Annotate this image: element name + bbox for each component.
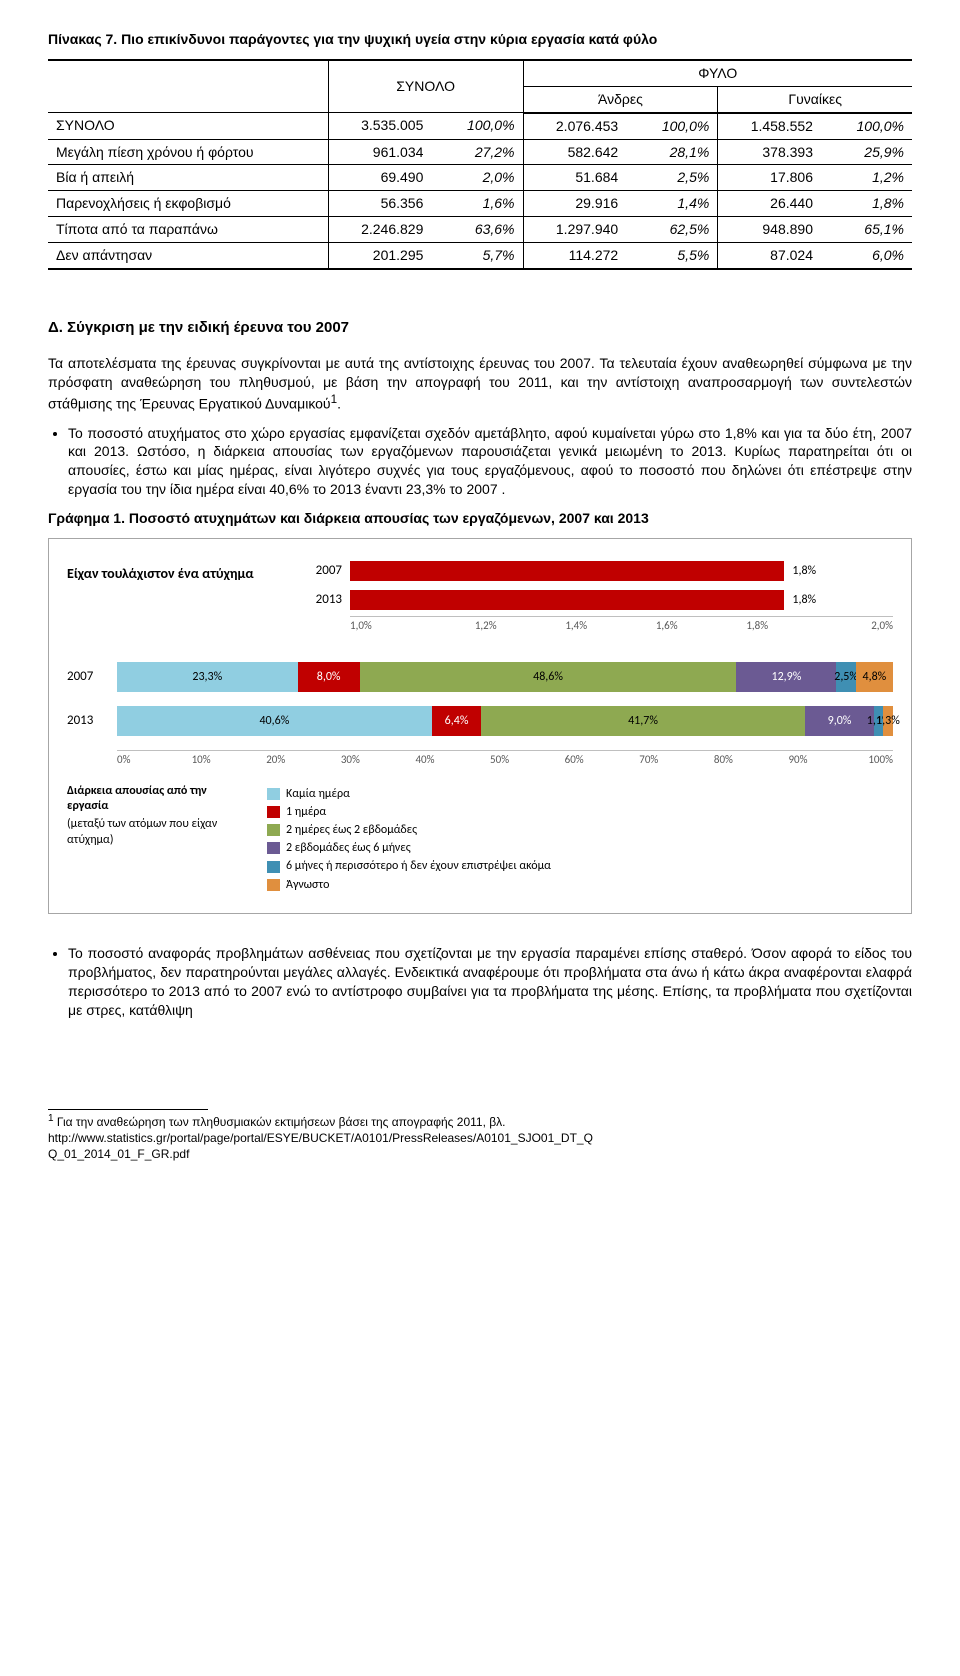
chart1-legend-left: Διάρκεια απουσίας από την εργασία (μεταξ… [67,784,247,895]
chart1-mini-plot: 20071,8%20131,8%1,0%1,2%1,4%1,6%1,8%2,0% [302,555,893,634]
table7: ΣΥΝΟΛΟ ΦΥΛΟ Άνδρες Γυναίκες ΣΥΝΟΛΟ3.535.… [48,59,912,270]
table7-head-gender: ΦΥΛΟ [523,60,912,86]
chart1-stack-row: 201340,6%6,4%41,7%9,0%1,1%1,3% [67,706,893,736]
chart1-caption: Γράφημα 1. Ποσοστό ατυχημάτων και διάρκε… [48,509,912,528]
para-intro: Τα αποτελέσματα της έρευνας συγκρίνονται… [48,354,912,413]
table7-caption: Πίνακας 7. Πιο επικίνδυνοι παράγοντες γι… [48,30,912,49]
table7-head-male: Άνδρες [523,86,718,112]
chart1-legend: Καμία ημέρα 1 ημέρα 2 ημέρες έως 2 εβδομάδ… [267,784,551,895]
legend-item: Άγνωστο [267,877,551,893]
table7-head-total: ΣΥΝΟΛΟ [328,60,523,113]
legend-item: 1 ημέρα [267,804,551,820]
chart1: Είχαν τουλάχιστον ένα ατύχημα 20071,8% 20… [48,538,912,914]
footnote-tail: Q_01_2014_01_F_GR.pdf [48,1147,189,1161]
chart1-stack-plot: 200723,3%8,0%48,6%12,9%2,5%4,8% 201340,6%… [67,662,893,768]
legend-item: 2 ημέρες έως 2 εβδομάδες [267,822,551,838]
para-intro-text: Τα αποτελέσματα της έρευνας συγκρίνονται… [48,355,912,411]
bullet-illness: Το ποσοστό αναφοράς προβλημάτων ασθένεια… [68,944,912,1020]
table-row: ΣΥΝΟΛΟ3.535.005100,0%2.076.453100,0%1.45… [48,113,912,139]
table-row: Βία ή απειλή69.4902,0%51.6842,5%17.8061,… [48,165,912,191]
table-row: Παρενοχλήσεις ή εκφοβισμό56.3561,6%29.91… [48,191,912,217]
chart1-mini-row: 20131,8% [302,587,893,613]
section-d-heading: Δ. Σύγκριση με την ειδική έρευνα του 200… [48,318,912,338]
table-row: Δεν απάντησαν201.2955,7%114.2725,5%87.02… [48,243,912,269]
chart1-mini-row: 20071,8% [302,558,893,584]
table-row: Μεγάλη πίεση χρόνου ή φόρτου961.03427,2%… [48,139,912,165]
bullet-accident: Το ποσοστό ατυχήματος στο χώρο εργασίας … [68,424,912,500]
legend-item: Καμία ημέρα [267,786,551,802]
chart1-stack-row: 200723,3%8,0%48,6%12,9%2,5%4,8% [67,662,893,692]
footnote-rule [48,1109,208,1110]
footnote: 1 Για την αναθεώρηση των πληθυσμιακών εκ… [48,1112,912,1162]
legend-item: 6 μήνες ή περισσότερο ή δεν έχουν επιστρ… [267,858,551,874]
table-row: Τίποτα από τα παραπάνω2.246.82963,6%1.29… [48,217,912,243]
legend-item: 2 εβδομάδες έως 6 μήνες [267,840,551,856]
chart1-mini-title: Είχαν τουλάχιστον ένα ατύχημα [67,555,292,584]
footnote-url: http://www.statistics.gr/portal/page/por… [48,1131,593,1145]
table7-head-female: Γυναίκες [718,86,912,112]
